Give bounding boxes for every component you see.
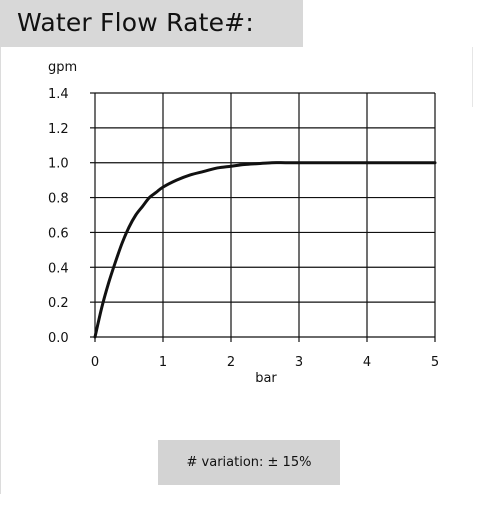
y-tick-label: 0.2 — [48, 296, 69, 311]
x-tick-label: 4 — [363, 355, 371, 370]
y-axis-label: gpm — [48, 60, 77, 75]
y-tick-label: 1.2 — [48, 122, 69, 137]
x-tick-label: 3 — [295, 355, 303, 370]
x-axis-label: bar — [255, 371, 277, 386]
x-tick-label: 5 — [431, 355, 439, 370]
y-tick-label: 1.4 — [48, 87, 69, 102]
x-tick-label: 0 — [91, 355, 99, 370]
title-banner: Water Flow Rate#: — [0, 0, 303, 47]
flow-rate-line — [93, 161, 437, 339]
y-tick-label: 0.4 — [48, 261, 69, 276]
x-tick-label: 2 — [227, 355, 235, 370]
chart-title: Water Flow Rate#: — [17, 8, 254, 37]
y-tick-label: 0.8 — [48, 192, 69, 207]
left-divider — [0, 47, 1, 494]
right-divider — [472, 47, 473, 107]
x-tick-label: 1 — [159, 355, 167, 370]
variation-note: # variation: ± 15% — [186, 455, 312, 470]
y-tick-label: 0.0 — [48, 331, 69, 346]
variation-note-box: # variation: ± 15% — [158, 440, 340, 485]
y-tick-label: 1.0 — [48, 157, 69, 172]
y-tick-label: 0.6 — [48, 226, 69, 241]
